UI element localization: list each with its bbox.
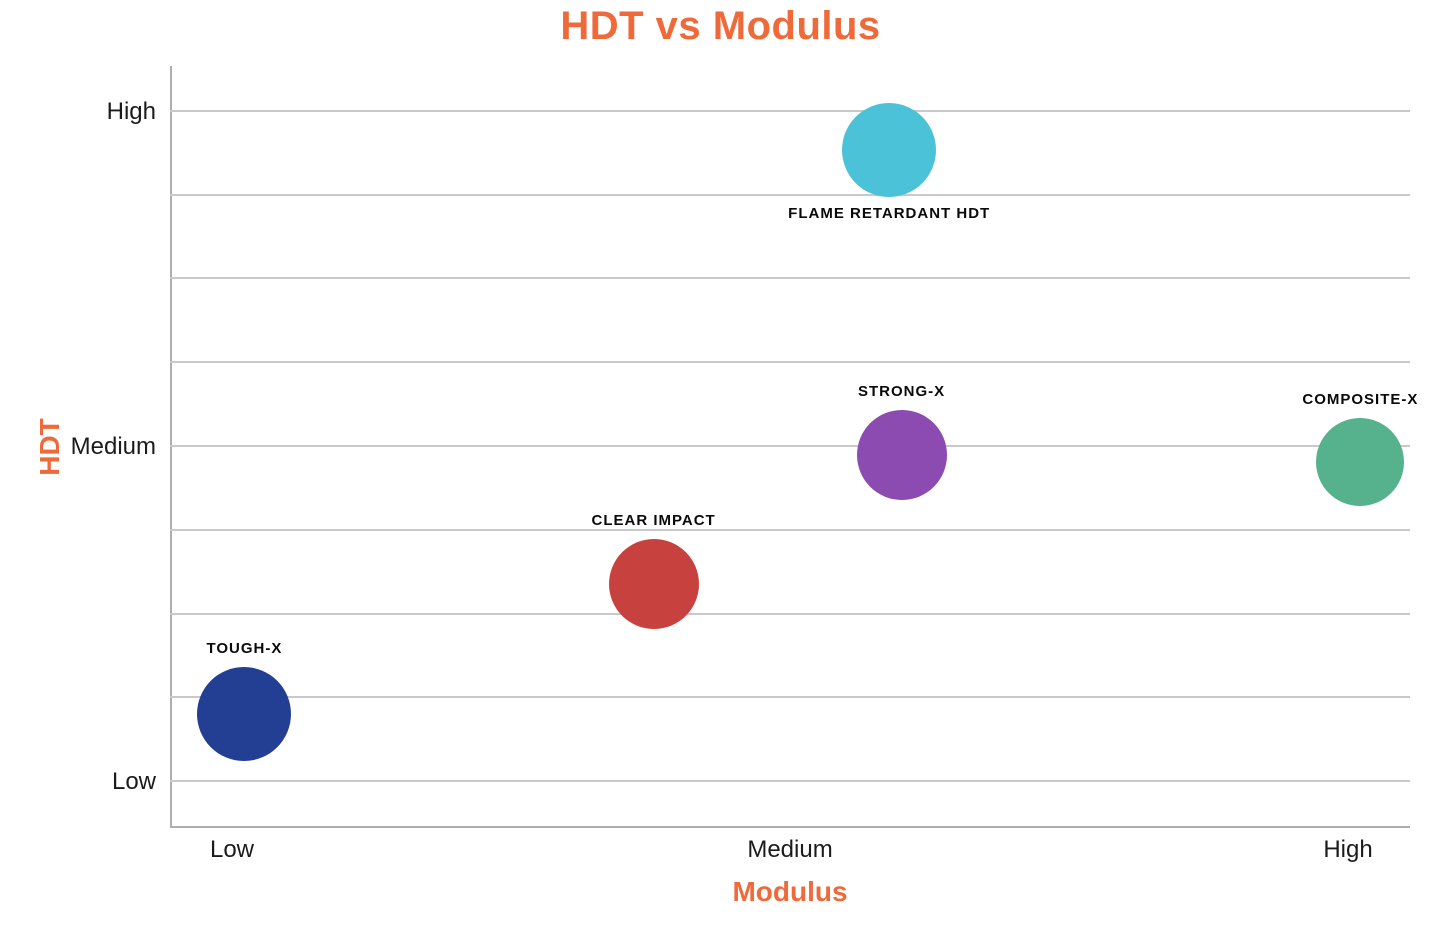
y-tick-label: Low bbox=[112, 768, 170, 796]
y-axis-line bbox=[170, 66, 172, 828]
grid-line bbox=[170, 529, 1410, 531]
x-tick-label: Medium bbox=[747, 836, 832, 864]
data-point bbox=[842, 103, 936, 197]
x-axis-title: Modulus bbox=[732, 876, 847, 908]
x-tick-label: Low bbox=[210, 836, 254, 864]
grid-line bbox=[170, 277, 1410, 279]
grid-line bbox=[170, 780, 1410, 782]
y-tick-label: High bbox=[107, 98, 170, 126]
data-point-label: CLEAR IMPACT bbox=[591, 512, 715, 529]
plot-area: LowMediumHighLowMediumHighTOUGH-XCLEAR I… bbox=[170, 66, 1410, 828]
x-tick-label: High bbox=[1323, 836, 1372, 864]
grid-line bbox=[170, 696, 1410, 698]
data-point bbox=[197, 667, 291, 761]
grid-line bbox=[170, 445, 1410, 447]
data-point-label: FLAME RETARDANT HDT bbox=[788, 205, 990, 222]
data-point-label: STRONG-X bbox=[858, 383, 945, 400]
data-point bbox=[609, 539, 699, 629]
data-point bbox=[857, 410, 947, 500]
data-point bbox=[1316, 418, 1404, 506]
grid-line bbox=[170, 194, 1410, 196]
grid-line bbox=[170, 613, 1410, 615]
grid-line bbox=[170, 110, 1410, 112]
data-point-label: TOUGH-X bbox=[206, 640, 282, 657]
x-axis-line bbox=[170, 826, 1410, 828]
data-point-label: COMPOSITE-X bbox=[1302, 391, 1418, 408]
chart-container: HDT vs Modulus LowMediumHighLowMediumHig… bbox=[0, 0, 1441, 932]
y-axis-title: HDT bbox=[34, 418, 66, 476]
chart-title: HDT vs Modulus bbox=[0, 4, 1441, 49]
y-tick-label: Medium bbox=[71, 433, 170, 461]
grid-line bbox=[170, 361, 1410, 363]
